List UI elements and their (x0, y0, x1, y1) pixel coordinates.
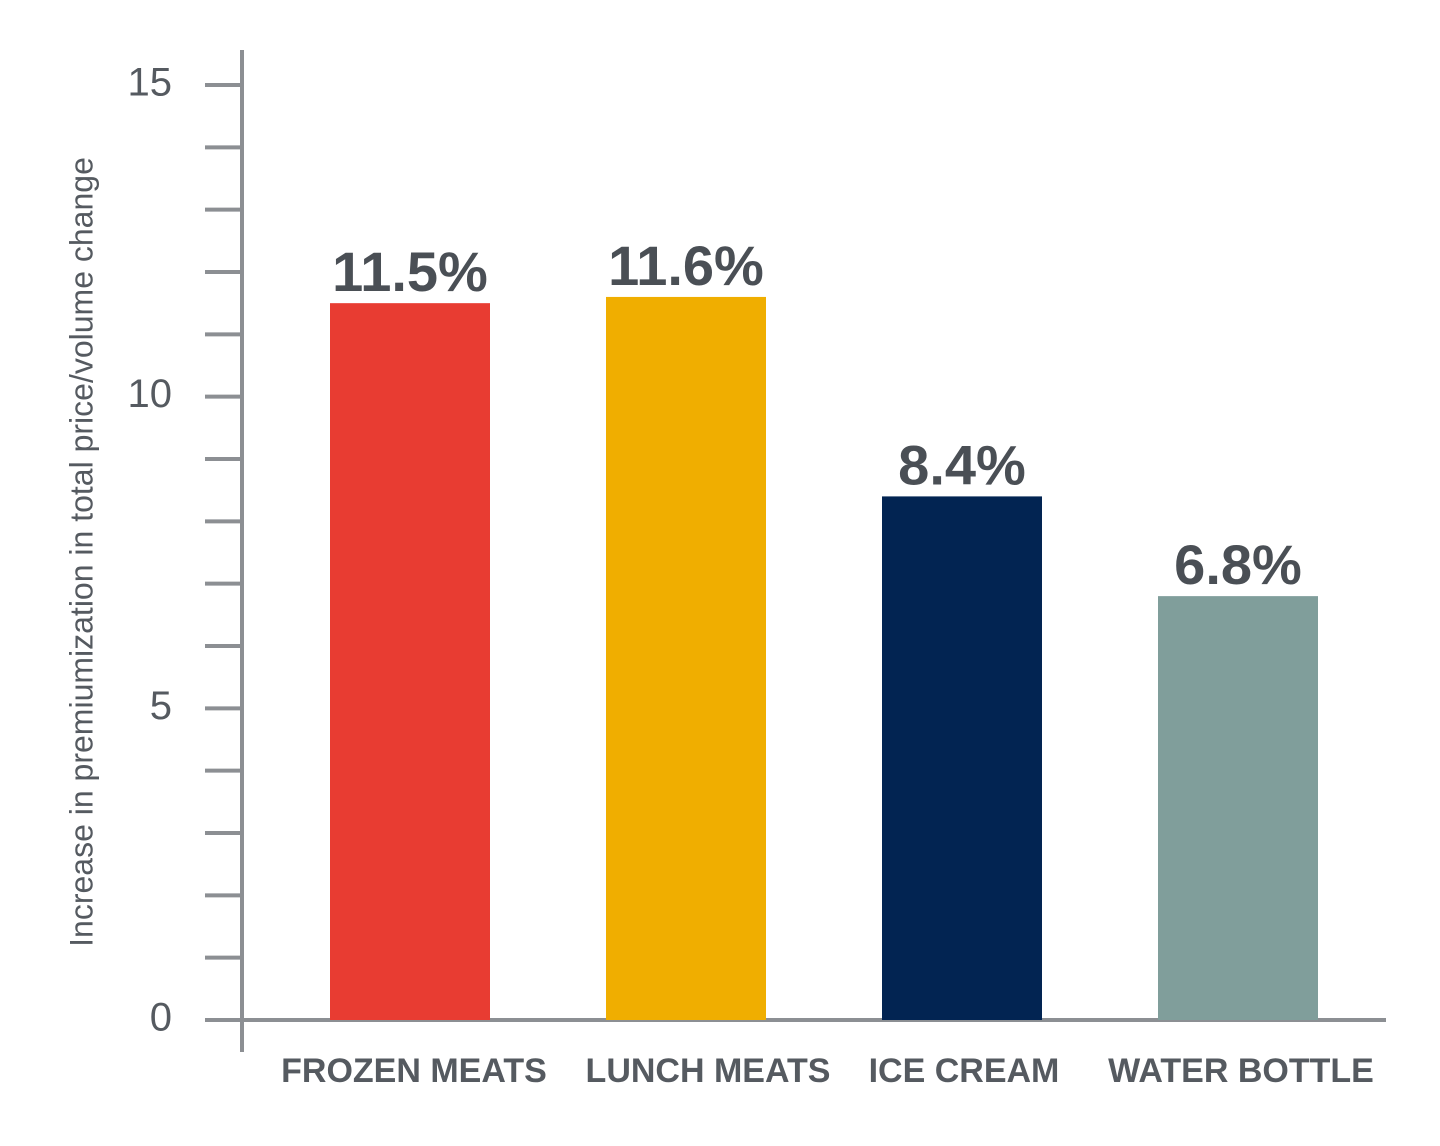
labels: 11.5% FROZEN MEATS 11.6% LUNCH MEATS 8.4% ICE… (281, 234, 1374, 1090)
y-tick-label: 10 (128, 372, 173, 416)
x-tick-label: FROZEN MEATS (281, 1052, 547, 1090)
y-tick-label: 15 (128, 61, 173, 105)
bar (606, 296, 766, 1020)
data-label: 11.6% (608, 234, 764, 297)
data-label: 8.4% (898, 433, 1026, 496)
y-tick-label: 5 (150, 684, 172, 728)
x-tick-label: WATER BOTTLE (1108, 1052, 1374, 1090)
bar (882, 496, 1042, 1020)
y-tick-label: 0 (150, 996, 172, 1040)
y-axis-title: Increase in premiumization in total pric… (63, 157, 99, 947)
bar (1158, 596, 1318, 1020)
bar (330, 303, 490, 1021)
bars (330, 296, 1318, 1021)
data-label: 6.8% (1174, 533, 1302, 596)
x-tick-label: ICE CREAM (869, 1052, 1060, 1090)
data-label: 11.5% (332, 240, 488, 303)
x-tick-label: LUNCH MEATS (586, 1052, 831, 1090)
